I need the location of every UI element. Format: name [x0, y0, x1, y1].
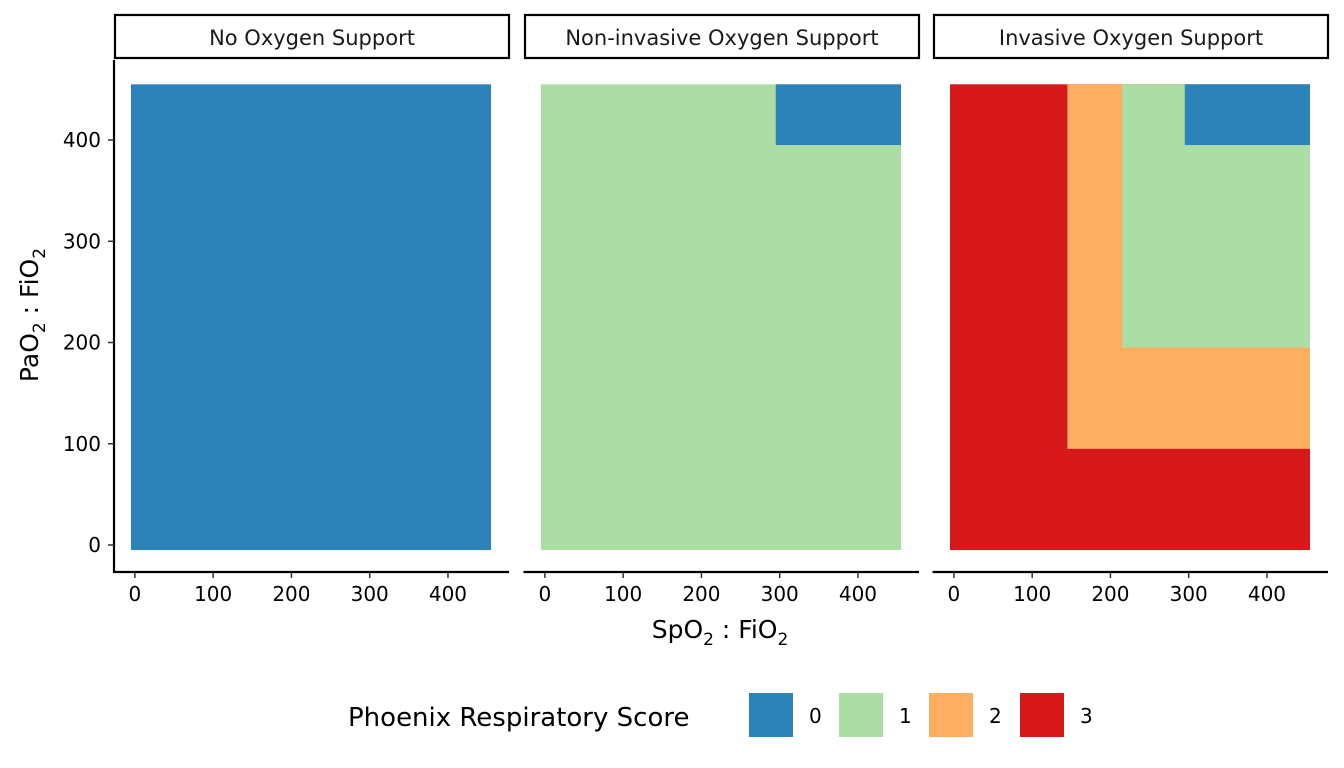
legend-label: 2: [989, 704, 1002, 728]
y-tick-label: 400: [63, 128, 101, 152]
legend-key: [839, 693, 883, 737]
x-tick-label: 400: [839, 582, 877, 606]
x-tick-label: 100: [194, 582, 232, 606]
score-region: [131, 84, 491, 551]
facet-strip-label: Non-invasive Oxygen Support: [565, 26, 878, 50]
y-axis-title: PaO2 : FiO2: [15, 248, 50, 382]
facet-strip: [113, 13, 511, 60]
facet-panel: No Oxygen Support 0 100 200 300 400: [113, 13, 511, 606]
x-tick-label: 200: [1091, 582, 1129, 606]
x-tick-label: 0: [129, 582, 142, 606]
x-tick-label: 400: [429, 582, 467, 606]
x-axis-title: SpO2 : FiO2: [652, 615, 789, 650]
facet-strip-label: Invasive Oxygen Support: [999, 26, 1263, 50]
x-tick-label: 100: [604, 582, 642, 606]
y-tick-label: 100: [63, 432, 101, 456]
x-tick-label: 300: [761, 582, 799, 606]
x-tick-label: 0: [539, 582, 552, 606]
legend-label: 3: [1080, 704, 1093, 728]
x-axis-title-part: : FiO: [714, 615, 778, 644]
facet-panel: Non-invasive Oxygen Support 0 100 200 300 400: [523, 13, 921, 606]
score-region: [1184, 84, 1310, 146]
legend-key: [1020, 693, 1064, 737]
legend-title: Phoenix Respiratory Score: [348, 703, 689, 733]
y-axis-title-part: PaO: [15, 333, 44, 382]
x-tick-label: 200: [272, 582, 310, 606]
y-tick-label: 200: [63, 331, 101, 355]
legend-label: 1: [899, 704, 912, 728]
facet-strip: [523, 13, 921, 60]
legend-key: [749, 693, 793, 737]
score-region: [775, 84, 901, 146]
y-axis-title-part: : FiO: [15, 259, 44, 323]
x-tick-label: 0: [948, 582, 961, 606]
x-axis-title-sub: 2: [703, 630, 714, 650]
legend: Phoenix Respiratory Score 0 1 2 3: [348, 693, 1093, 737]
score-region: [541, 84, 901, 551]
facet-strip-label: No Oxygen Support: [209, 26, 415, 50]
legend-label: 0: [809, 704, 822, 728]
legend-key: [929, 693, 973, 737]
y-tick-label: 300: [63, 229, 101, 253]
facet-strip: [932, 13, 1330, 60]
legend-items: 0 1 2 3: [749, 693, 1093, 737]
y-tick-label: 0: [88, 533, 101, 557]
x-tick-label: 200: [682, 582, 720, 606]
y-axis-title-sub: 2: [30, 248, 50, 259]
y-axis: 0 100 200 300 400: [63, 60, 116, 573]
facet-panel: Invasive Oxygen Support 0 100 200 300 400: [932, 13, 1330, 606]
y-axis-title-sub: 2: [30, 322, 50, 333]
x-tick-label: 300: [351, 582, 389, 606]
x-tick-label: 400: [1248, 582, 1286, 606]
x-axis-title-sub: 2: [777, 630, 788, 650]
x-tick-label: 100: [1013, 582, 1051, 606]
x-tick-label: 300: [1170, 582, 1208, 606]
x-axis-title-part: SpO: [652, 615, 703, 644]
